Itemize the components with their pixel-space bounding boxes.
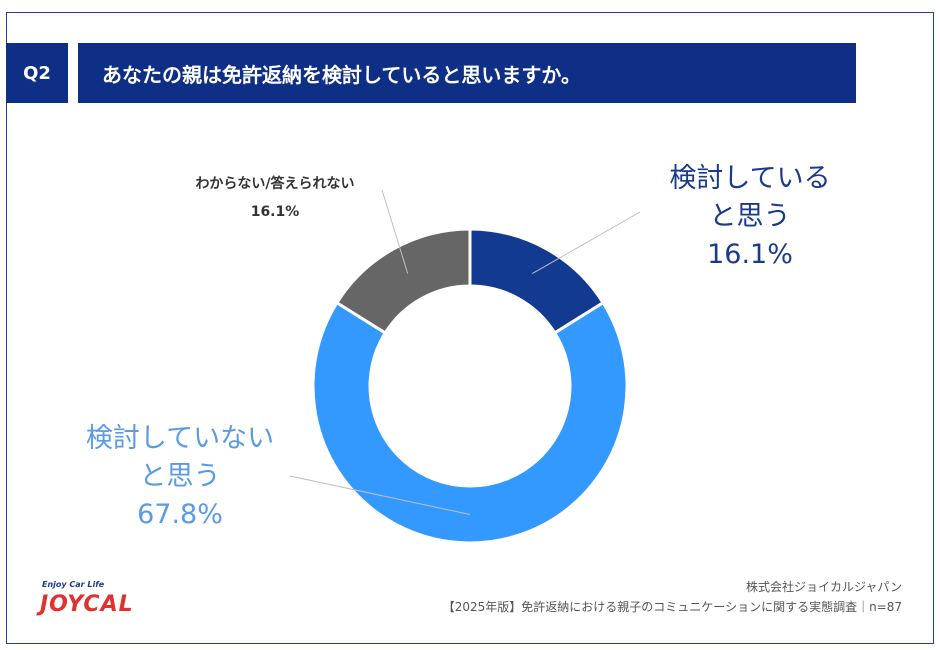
question-number-badge: Q2	[6, 43, 68, 103]
label-considering-line1: 検討している	[669, 163, 831, 194]
logo-wordmark: JOYCAL	[40, 592, 134, 617]
label-dont-know: わからない/答えられない 16.1%	[155, 170, 395, 226]
label-not-considering-line1: 検討していない	[85, 423, 275, 454]
footer-company: 株式会社ジョイカルジャパン	[745, 580, 902, 594]
question-title: あなたの親は免許返納を検討していると思いますか。	[78, 43, 856, 103]
slice-not-considering	[311, 300, 629, 545]
label-not-considering: 検討していない と思う 67.8%	[60, 420, 300, 534]
leader-line-dont-know	[381, 189, 409, 274]
label-not-considering-value: 67.8%	[137, 499, 223, 530]
footer-survey: 【2025年版】免許返納における親子のコミュニケーションに関する実態調査｜n=8…	[442, 600, 902, 614]
slice-dont-know	[334, 227, 472, 336]
joycal-logo: Enjoy Car Life JOYCAL	[34, 580, 164, 620]
label-dont-know-value: 16.1%	[250, 204, 300, 220]
label-dont-know-line1: わからない/答えられない	[195, 176, 355, 192]
label-considering-value: 16.1%	[707, 239, 793, 270]
footer-source: 株式会社ジョイカルジャパン 【2025年版】免許返納における親子のコミュニケーシ…	[443, 577, 902, 617]
logo-tagline: Enjoy Car Life	[42, 580, 105, 589]
label-considering: 検討している と思う 16.1%	[650, 160, 850, 274]
leader-line-not-considering	[289, 475, 471, 515]
label-not-considering-line2: と思う	[139, 461, 221, 492]
leader-line-considering	[532, 211, 641, 275]
label-considering-line2: と思う	[709, 201, 791, 232]
